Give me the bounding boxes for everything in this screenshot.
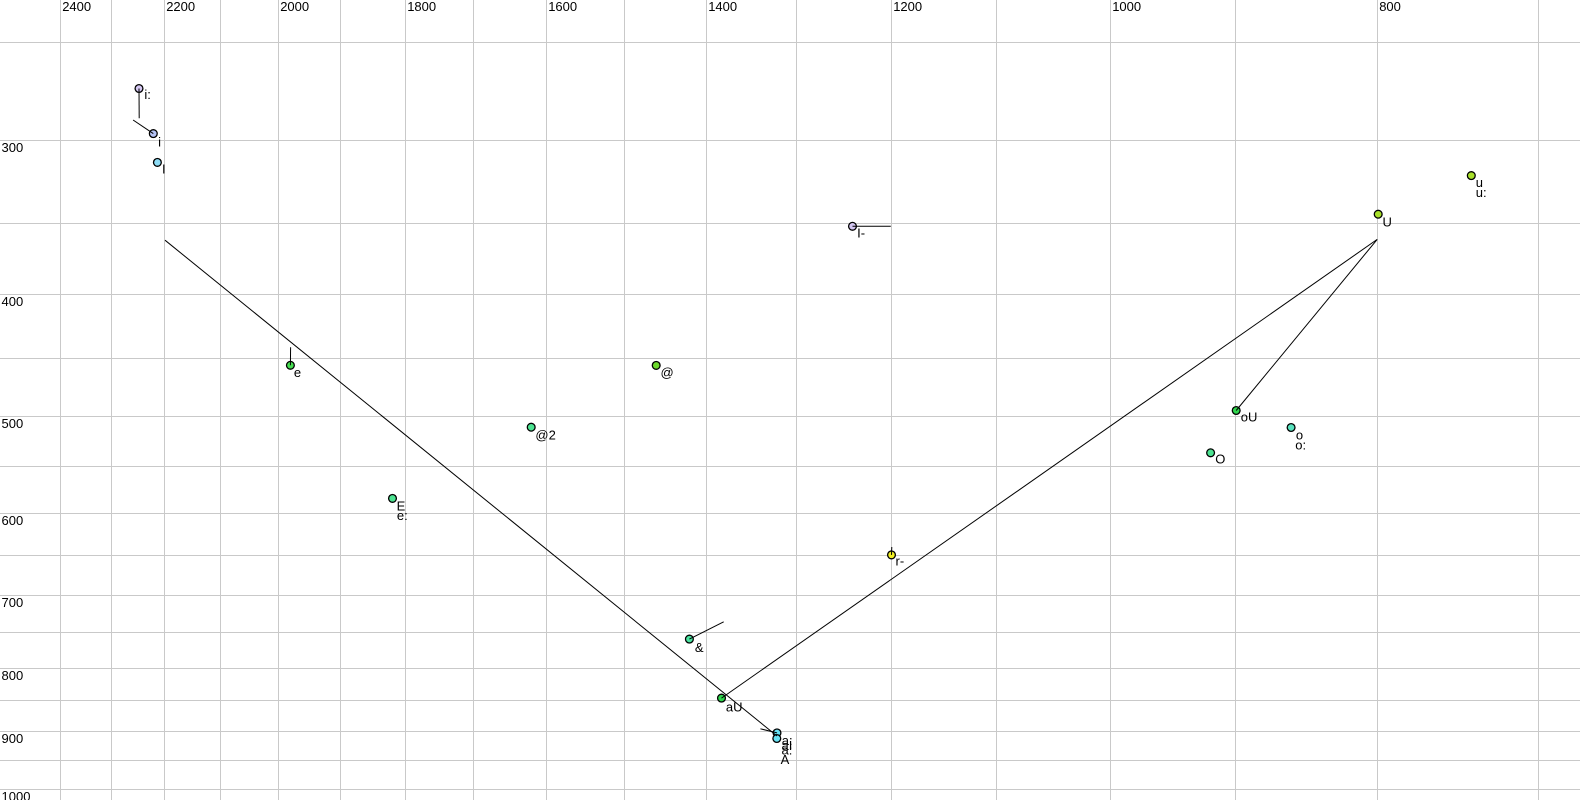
svg-text:e: e xyxy=(294,365,301,380)
svg-text:700: 700 xyxy=(2,595,24,610)
svg-text:I-: I- xyxy=(857,226,865,241)
svg-text:2000: 2000 xyxy=(280,0,309,14)
svg-text:a:: a: xyxy=(782,733,793,748)
svg-text:800: 800 xyxy=(1379,0,1401,14)
svg-text:U: U xyxy=(1383,214,1392,229)
svg-text:@2: @2 xyxy=(535,428,555,443)
svg-text:O: O xyxy=(1215,451,1225,466)
svg-text:r-: r- xyxy=(896,553,905,568)
svg-text:I: I xyxy=(162,162,166,177)
svg-text:aI: aI xyxy=(782,738,793,753)
svg-text:600: 600 xyxy=(2,513,24,528)
svg-text:800: 800 xyxy=(2,668,24,683)
svg-text:1800: 1800 xyxy=(407,0,436,14)
svg-text:300: 300 xyxy=(2,140,24,155)
svg-text:1000: 1000 xyxy=(2,789,31,800)
svg-text:900: 900 xyxy=(2,731,24,746)
svg-text:1400: 1400 xyxy=(708,0,737,14)
svg-text:e:: e: xyxy=(397,508,408,523)
svg-text:u:: u: xyxy=(1476,185,1487,200)
svg-text:2200: 2200 xyxy=(166,0,195,14)
svg-text:1000: 1000 xyxy=(1112,0,1141,14)
svg-text:i:: i: xyxy=(144,87,151,102)
svg-text:aU: aU xyxy=(726,699,743,714)
svg-text:1600: 1600 xyxy=(548,0,577,14)
svg-text:A: A xyxy=(781,752,790,767)
svg-text:o: o xyxy=(1296,428,1303,443)
svg-text:400: 400 xyxy=(2,294,24,309)
svg-text:o:: o: xyxy=(1295,437,1306,452)
svg-text:i: i xyxy=(158,134,161,149)
svg-text:@: @ xyxy=(661,365,674,380)
svg-text:&: & xyxy=(695,640,704,655)
svg-text:u: u xyxy=(1476,175,1483,190)
svg-text:a:: a: xyxy=(782,743,793,758)
svg-text:oU: oU xyxy=(1241,409,1258,424)
svg-text:E: E xyxy=(397,498,406,513)
svg-text:500: 500 xyxy=(2,416,24,431)
svg-text:2400: 2400 xyxy=(62,0,91,14)
svg-text:1200: 1200 xyxy=(893,0,922,14)
